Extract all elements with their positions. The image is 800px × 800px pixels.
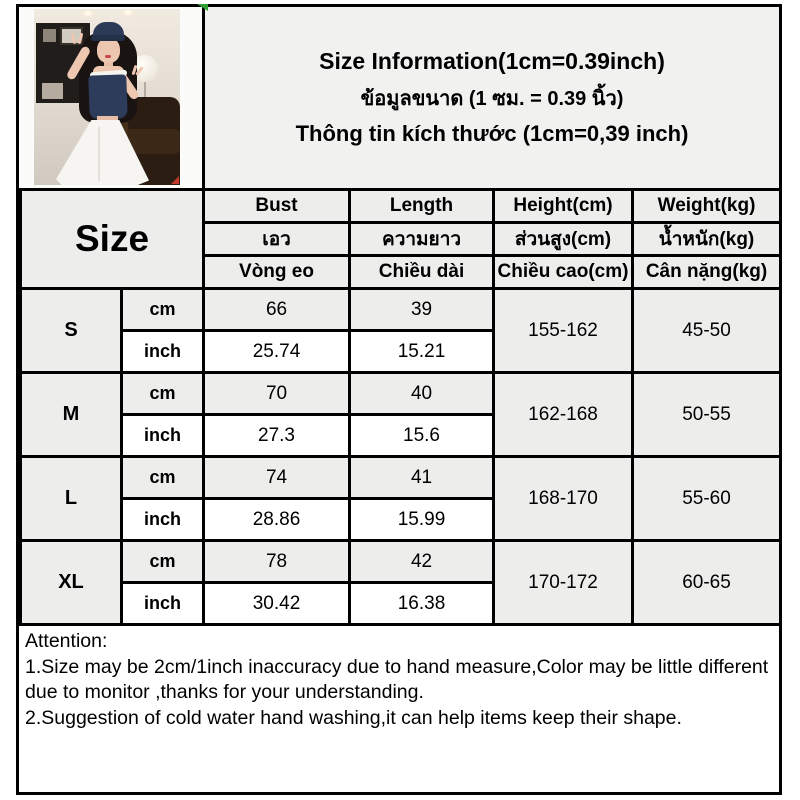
size-label-m: M [19,371,123,458]
header-row-thai: เอว ความยาว ส่วนสูง(cm) น้ำหนัก(kg) [21,221,783,257]
size-table: Size Bust Length Height(cm) Weight(kg) เ… [18,188,783,626]
size-label-xl: XL [19,539,123,626]
value-s-height-range: 155-162 [492,287,635,374]
header-row-vietnamese: Vòng eo Chiều dài Chiều cao(cm) Cân nặng… [21,254,783,290]
title-vietnamese: Thông tin kích thước (1cm=0,39 inch) [295,121,689,146]
value-m-height-range: 162-168 [492,371,635,458]
model-cap [93,22,124,38]
title-thai: ข้อมูลขนาด (1 ซม. = 0.39 นิ้ว) [360,88,624,110]
ceiling-light [124,10,132,15]
content-frame: Size Information(1cm=0.39inch) ข้อมูลขนา… [16,4,783,795]
value-l-bust-inch: 28.86 [202,497,352,542]
picture-frame-shape [43,29,56,42]
header-length-en: Length [348,188,496,224]
value-xl-length-inch: 16.38 [348,581,496,626]
value-l-bust-cm: 74 [202,455,352,500]
table-row-m-cm: M cm 70 40 162-168 50-55 [19,371,783,458]
top-section: Size Information(1cm=0.39inch) ข้อมูลขนา… [19,7,779,188]
value-s-bust-cm: 66 [202,287,352,332]
unit-label-cm: cm [119,371,206,416]
table-row-l-cm: L cm 74 41 168-170 55-60 [19,455,783,542]
value-l-length-inch: 15.99 [348,497,496,542]
value-s-bust-inch: 25.74 [202,329,352,374]
title-block: Size Information(1cm=0.39inch) ข้อมูลขนา… [205,7,779,188]
product-photo [34,9,180,185]
value-xl-bust-cm: 78 [202,539,352,584]
product-photo-cell [19,7,205,188]
value-m-bust-cm: 70 [202,371,352,416]
header-weight-vi: Cân nặng(kg) [631,254,783,290]
unit-label-cm: cm [119,455,206,500]
size-label-l: L [19,455,123,542]
value-xl-bust-inch: 30.42 [202,581,352,626]
header-row-english: Size Bust Length Height(cm) Weight(kg) [18,188,783,290]
navy-tube-top [88,74,128,120]
ceiling-light [84,11,92,16]
header-height-en: Height(cm) [492,188,635,224]
table-row-m-inch: inch 27.3 15.6 [21,413,781,458]
pants-fold-line [98,127,100,181]
value-xl-length-cm: 42 [348,539,496,584]
green-corner-marker [197,4,208,11]
value-m-bust-inch: 27.3 [202,413,352,458]
header-length-vi: Chiều dài [348,254,496,290]
attention-note-1: 1.Size may be 2cm/1inch inaccuracy due t… [25,655,769,704]
value-l-length-cm: 41 [348,455,496,500]
value-l-weight-range: 55-60 [631,455,783,542]
value-s-weight-range: 45-50 [631,287,783,374]
value-m-length-inch: 15.6 [348,413,496,458]
unit-label-inch: inch [119,497,206,542]
model-face [97,38,120,63]
value-s-length-cm: 39 [348,287,496,332]
header-height-vi: Chiều cao(cm) [492,254,635,290]
unit-label-inch: inch [119,581,206,626]
value-m-length-cm: 40 [348,371,496,416]
table-row-xl-cm: XL cm 78 42 170-172 60-65 [19,539,783,626]
value-xl-height-range: 170-172 [492,539,635,626]
red-corner-marker [171,176,179,184]
attention-section: Attention: 1.Size may be 2cm/1inch inacc… [19,626,779,792]
header-bust-en: Bust [202,188,352,224]
table-row-s-cm: S cm 66 39 155-162 45-50 [19,287,783,374]
model-neck [104,61,113,69]
size-label-s: S [19,287,123,374]
value-s-length-inch: 15.21 [348,329,496,374]
unit-label-inch: inch [119,329,206,374]
table-row-l-inch: inch 28.86 15.99 [21,497,781,542]
title-english: Size Information(1cm=0.39inch) [319,48,665,74]
header-height-th: ส่วนสูง(cm) [492,221,635,257]
header-bust-th: เอว [202,221,352,257]
unit-label-inch: inch [119,413,206,458]
unit-label-cm: cm [119,287,206,332]
unit-label-cm: cm [119,539,206,584]
table-row-xl-inch: inch 30.42 16.38 [21,581,781,626]
value-xl-weight-range: 60-65 [631,539,783,626]
value-l-height-range: 168-170 [492,455,635,542]
header-weight-en: Weight(kg) [631,188,783,224]
model-waist [97,116,118,122]
picture-frame-shape [42,83,63,99]
header-weight-th: น้ำหนัก(kg) [631,221,783,257]
header-bust-vi: Vòng eo [202,254,352,290]
model-lips [105,55,111,58]
attention-note-2: 2.Suggestion of cold water hand washing,… [25,707,682,730]
header-length-th: ความยาว [348,221,496,257]
attention-heading: Attention: [25,630,108,652]
table-row-s-inch: inch 25.74 15.21 [21,329,781,374]
value-m-weight-range: 50-55 [631,371,783,458]
size-corner-label: Size [18,188,206,290]
model-cap-brim [91,35,125,41]
